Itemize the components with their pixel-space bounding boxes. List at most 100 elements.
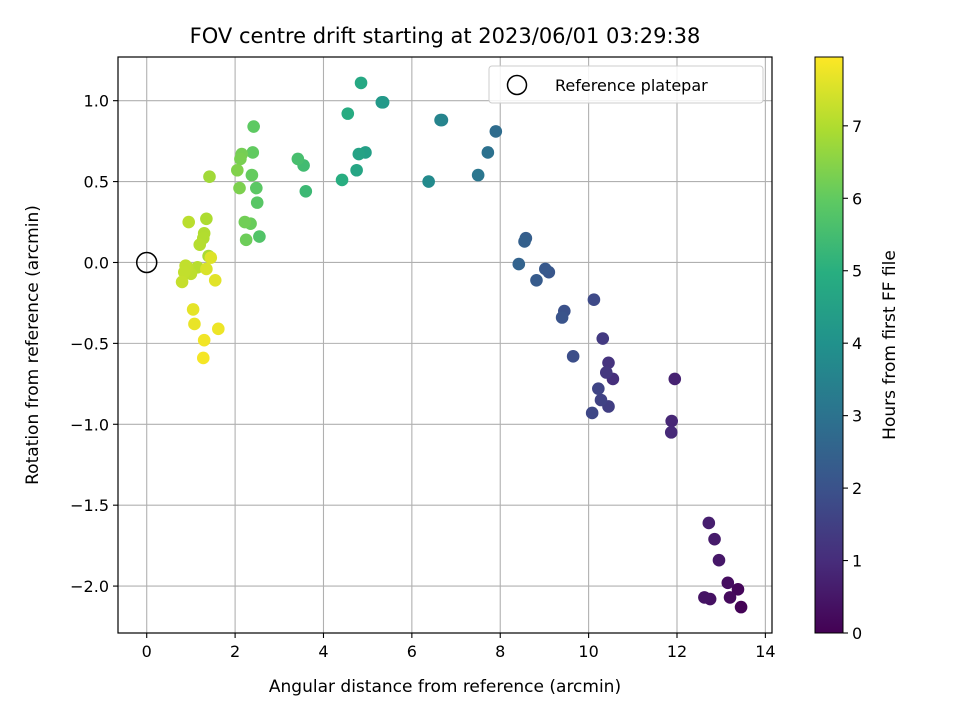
data-point [182,215,196,229]
data-point [708,532,721,546]
data-point [665,414,678,428]
data-point [253,230,266,243]
data-point [734,600,748,614]
data-point [712,553,726,567]
colorbar-tick-label: 0 [852,624,862,643]
data-point [200,212,213,226]
y-tick-label: −2.0 [70,577,109,596]
data-point [599,366,613,379]
legend-box [488,65,764,104]
x-tick-label: 0 [142,642,152,661]
data-point [245,168,259,182]
colorbar-label: Hours from first FF file [880,250,900,440]
colorbar-tick-label: 1 [852,552,862,571]
data-point [350,163,363,177]
data-point [196,351,210,365]
colorbar: 0 1 2 3 4 5 6 7 Hours from first FF file [814,56,900,643]
legend: Reference platepar [488,65,764,104]
data-point [668,372,682,386]
colorbar-tick-label: 7 [852,117,862,136]
data-point [250,196,264,209]
x-tick-label: 14 [755,642,775,661]
data-point [200,262,213,276]
colorbar-tick-label: 6 [852,189,862,208]
data-point [231,163,244,177]
data-point [234,152,247,166]
data-point [375,96,389,109]
reference-platepar-marker [135,251,158,274]
y-tick-label: 0.0 [84,253,109,272]
data-point [354,76,368,90]
data-point [291,152,305,166]
data-point [233,181,246,195]
colorbar-gradient [814,56,844,634]
x-tick-label: 4 [318,642,328,661]
x-tick-label: 12 [667,642,687,661]
data-point [422,175,435,188]
data-point [193,238,207,251]
data-point [175,275,189,289]
data-point [702,516,716,530]
x-tick-label: 10 [578,642,598,661]
data-point [352,147,366,161]
data-point [585,406,599,420]
data-point [721,576,735,590]
data-point [587,293,601,306]
reference-marker [135,251,158,274]
y-axis-label: Rotation from reference (arcmin) [23,205,43,485]
data-point [186,303,200,316]
data-point [512,257,526,271]
x-axis-label: Angular distance from reference (arcmin) [269,677,621,697]
legend-reference-marker [506,74,528,96]
data-point [723,591,737,604]
colorbar-tick-label: 2 [852,479,862,498]
data-point [335,173,349,187]
data-point [566,350,580,363]
data-point [212,322,225,336]
data-point [208,273,222,287]
grid [118,57,772,633]
data-point [555,311,569,324]
data-point [530,273,543,287]
chart-title: FOV centre drift starting at 2023/06/01 … [190,24,701,48]
data-point [247,120,260,133]
y-tick-label: 0.5 [84,173,109,192]
x-tick-label: 2 [230,642,240,661]
data-point [731,583,745,596]
data-point [238,215,252,229]
data-point [592,382,605,395]
data-point [299,184,313,198]
data-point [489,125,503,138]
x-tick-label: 6 [407,642,417,661]
colorbar-ticks: 0 1 2 3 4 5 6 7 [843,117,862,643]
y-tick-label: −0.5 [70,334,109,353]
legend-label: Reference platepar [555,76,708,95]
data-point [204,251,218,264]
data-point [594,393,608,407]
data-point [188,317,201,331]
data-point [341,107,355,120]
data-point [518,235,531,248]
y-axis-ticks: −2.0 −1.5 −1.0 −0.5 0.0 0.5 1.0 [70,92,118,596]
y-tick-label: −1.0 [70,415,109,434]
data-point [197,333,211,347]
data-point [481,146,495,159]
data-point [602,356,615,370]
data-point [698,591,711,604]
data-point [250,181,263,195]
data-point [539,262,552,276]
data-point [203,170,216,184]
plot-frame [117,56,773,634]
data-point [596,332,610,345]
y-tick-label: −1.5 [70,496,109,515]
data-point [239,233,253,247]
data-point [471,168,485,182]
data-point [177,265,191,279]
x-tick-label: 8 [495,642,505,661]
y-tick-label: 1.0 [84,92,109,111]
data-point [664,426,678,439]
data-point [434,113,447,127]
colorbar-tick-label: 4 [852,334,862,353]
colorbar-tick-label: 5 [852,262,862,281]
